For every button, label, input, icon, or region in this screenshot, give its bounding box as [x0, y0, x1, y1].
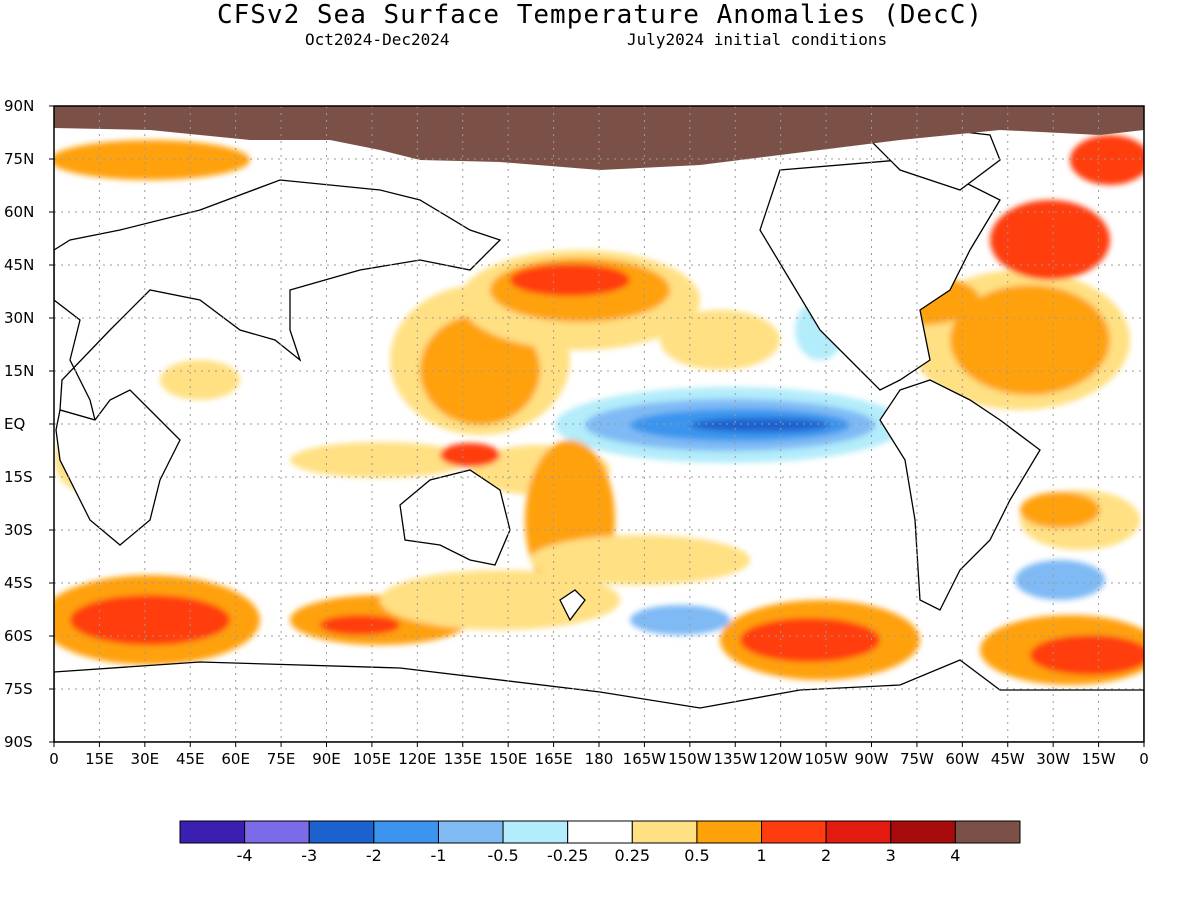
initial-conditions: July2024 initial conditions [627, 30, 888, 49]
colorbar-label: -1 [430, 846, 447, 865]
lon-tick-label: 180 [584, 750, 614, 768]
lon-tick-label: 15W [1081, 750, 1116, 768]
lon-tick-label: 120W [758, 750, 803, 768]
colorbar-swatch [890, 820, 956, 844]
lon-tick-label: 45W [990, 750, 1025, 768]
australia-land [399, 469, 511, 566]
lon-tick-label: 165W [622, 750, 667, 768]
lon-tick-label: 90E [312, 750, 341, 768]
north-america-land [759, 159, 1001, 391]
lat-tick-label: 15N [4, 362, 35, 380]
south-america-land [879, 379, 1041, 611]
lat-tick-label: 30N [4, 309, 35, 327]
lon-tick-label: 165E [534, 750, 573, 768]
lon-tick-label: 90W [854, 750, 889, 768]
lon-tick-label: 75E [266, 750, 296, 768]
colorbar-swatch [825, 820, 892, 844]
lat-tick-label: 15S [4, 468, 33, 486]
colorbar-swatch [696, 820, 763, 844]
lat-tick-label: EQ [4, 415, 26, 433]
colorbar-label: 4 [950, 846, 961, 865]
colorbar-swatch [373, 820, 439, 844]
colorbar-label: -0.5 [487, 846, 519, 865]
colorbar-swatch [954, 820, 1021, 844]
colorbar-label: -3 [301, 846, 318, 865]
graticule [54, 106, 1144, 742]
lon-tick-label: 120E [398, 750, 437, 768]
lat-tick-label: 60N [4, 203, 35, 221]
colorbar-swatch [631, 820, 698, 844]
colorbar-label: 0.25 [614, 846, 651, 865]
colorbar-swatch [567, 820, 633, 844]
lon-tick-label: 45E [175, 750, 205, 768]
lon-tick-label: 0 [49, 750, 59, 768]
colorbar-label: -2 [365, 846, 382, 865]
colorbar-swatch [437, 820, 504, 844]
new-zealand-land [559, 589, 586, 622]
colorbar-label: 0.5 [684, 846, 710, 865]
lat-tick-label: 45S [4, 574, 33, 592]
lon-tick-label: 30E [130, 750, 160, 768]
lat-tick-label: 45N [4, 256, 35, 274]
lon-tick-label: 135E [443, 750, 482, 768]
lat-tick-label: 75S [4, 680, 33, 698]
chart-title: CFSv2 Sea Surface Temperature Anomalies … [216, 0, 984, 30]
lon-tick-label: 105W [804, 750, 848, 768]
lon-tick-label: 60W [945, 750, 980, 768]
lat-tick-label: 90N [4, 97, 35, 115]
lat-tick-label: 75N [4, 150, 35, 168]
lon-tick-label: 105E [352, 750, 391, 768]
colorbar-swatch [308, 820, 375, 844]
lon-tick-label: 60E [221, 750, 250, 768]
colorbar-label: -0.25 [546, 846, 589, 865]
lat-tick-label: 30S [4, 521, 33, 539]
colorbar-swatch [244, 820, 310, 844]
africa-land [55, 389, 181, 546]
colorbar-swatch [502, 820, 569, 844]
lon-tick-label: 150E [489, 750, 528, 768]
forecast-period: Oct2024-Dec2024 [305, 30, 450, 49]
lat-tick-label: 60S [4, 627, 33, 645]
lon-tick-label: 15E [85, 750, 114, 768]
lon-tick-label: 75W [899, 750, 934, 768]
lon-tick-label: 135W [713, 750, 757, 768]
colorbar-label: 3 [885, 846, 896, 865]
colorbar-label: 1 [756, 846, 767, 865]
lon-tick-label: 0 [1139, 750, 1149, 768]
colorbar-label: -4 [236, 846, 253, 865]
colorbar-swatch [179, 820, 246, 844]
lon-tick-label: 150W [668, 750, 712, 768]
eurasia-land [54, 179, 502, 421]
anomaly-field [54, 106, 1144, 742]
colorbar [179, 820, 1021, 844]
colorbar-label: 2 [821, 846, 832, 865]
lat-tick-label: 90S [4, 733, 33, 751]
colorbar-swatch [761, 820, 827, 844]
lon-tick-label: 30W [1036, 750, 1071, 768]
